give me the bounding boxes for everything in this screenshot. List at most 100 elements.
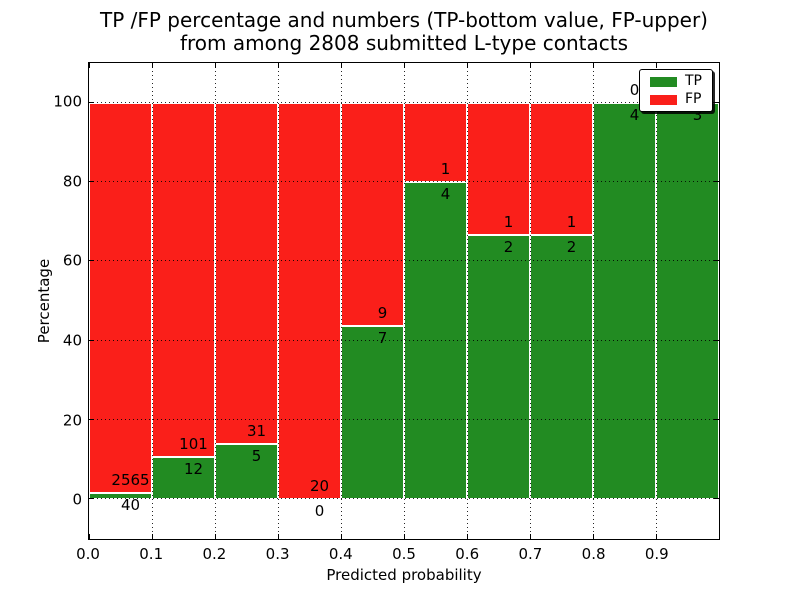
- x-tick-label: 0.6: [455, 545, 480, 563]
- gridline-vertical: [214, 63, 216, 539]
- fp-count-label: 101: [179, 435, 208, 454]
- y-tick-mark-right: [714, 339, 719, 341]
- tp-count-label: 2: [503, 237, 514, 256]
- tp-count-label: 12: [183, 460, 204, 479]
- x-tick-mark-top: [593, 63, 594, 68]
- tp-count-label: 0: [314, 502, 325, 521]
- gridline-vertical: [529, 63, 531, 539]
- x-tick-mark-top: [89, 63, 90, 68]
- legend-item-tp: TP: [650, 73, 702, 89]
- y-tick-label: 20: [62, 411, 82, 429]
- chart-title-line2: from among 2808 submitted L-type contact…: [179, 31, 629, 55]
- y-tick-label: 100: [53, 92, 82, 111]
- legend: TP FP: [639, 69, 713, 112]
- bar-segment-tp: [656, 102, 719, 500]
- bar-segment-tp: [404, 182, 467, 500]
- tp-count-label: 2: [566, 237, 577, 256]
- y-tick-mark-left: [89, 498, 94, 500]
- legend-swatch-fp-icon: [650, 94, 677, 105]
- tp-count-label: 7: [377, 328, 388, 347]
- tp-count-label: 40: [120, 496, 141, 515]
- tp-count-label: 3: [692, 105, 703, 124]
- x-tick-mark-bottom: [215, 534, 216, 539]
- x-tick-mark-top: [467, 63, 468, 68]
- x-tick-label: 0.8: [581, 545, 606, 563]
- x-tick-mark-bottom: [467, 534, 468, 539]
- fp-count-label: 2565: [111, 471, 150, 490]
- gridline-vertical: [151, 63, 153, 539]
- x-tick-label: 0.4: [328, 545, 353, 563]
- y-tick-label: 60: [62, 251, 82, 270]
- fp-count-label: 1: [503, 212, 514, 231]
- bar-segment-fp: [215, 102, 278, 445]
- x-tick-mark-top: [404, 63, 405, 68]
- x-tick-label: 0.3: [265, 545, 290, 563]
- y-axis-label: Percentage: [35, 258, 53, 344]
- gridline-horizontal: [89, 339, 719, 341]
- y-tick-label: 0: [72, 490, 82, 509]
- x-tick-mark-top: [152, 63, 153, 68]
- gridline-vertical: [466, 63, 468, 539]
- bar-segment-tp: [215, 444, 278, 500]
- tp-count-label: 4: [440, 185, 451, 203]
- x-tick-label: 0.5: [392, 545, 416, 563]
- y-tick-mark-right: [714, 101, 719, 103]
- fp-count-label: 9: [377, 303, 388, 322]
- gridline-horizontal: [89, 498, 719, 500]
- bar-segment-fp: [404, 102, 467, 182]
- tp-count-label: 4: [629, 105, 640, 124]
- gridline-horizontal: [89, 419, 719, 420]
- y-tick-mark-right: [714, 260, 719, 262]
- y-tick-label: 40: [62, 331, 82, 350]
- y-tick-mark-left: [89, 339, 94, 341]
- y-tick-mark-left: [89, 101, 94, 103]
- bar-segment-tp: [530, 234, 593, 500]
- x-tick-label: 0.2: [202, 545, 227, 563]
- x-tick-mark-bottom: [656, 534, 657, 539]
- gridline-horizontal: [89, 101, 719, 103]
- chart-title: TP /FP percentage and numbers (TP-bottom…: [88, 9, 720, 55]
- legend-item-fp: FP: [650, 91, 702, 107]
- x-axis-label: Predicted probability: [326, 566, 482, 584]
- bar-segment-fp: [341, 102, 404, 326]
- bar-segment-tp: [467, 234, 530, 500]
- x-tick-mark-bottom: [89, 534, 90, 539]
- legend-label-tp: TP: [685, 73, 702, 89]
- y-tick-mark-left: [89, 181, 94, 182]
- x-tick-mark-bottom: [341, 534, 342, 539]
- gridline-vertical: [340, 63, 342, 539]
- x-tick-mark-top: [656, 63, 657, 68]
- gridline-vertical: [277, 63, 279, 539]
- x-tick-mark-top: [530, 63, 531, 68]
- x-tick-label: 0.7: [518, 545, 543, 563]
- x-tick-mark-top: [341, 63, 342, 68]
- x-tick-label: 0.9: [644, 545, 669, 563]
- fp-count-label: 0: [629, 80, 640, 99]
- gridline-horizontal: [89, 181, 719, 182]
- y-tick-mark-right: [714, 419, 719, 420]
- y-tick-mark-right: [714, 181, 719, 182]
- x-tick-mark-top: [278, 63, 279, 68]
- bar-segment-fp: [530, 102, 593, 235]
- gridline-vertical: [592, 63, 594, 539]
- bar-segment-fp: [278, 102, 341, 500]
- y-tick-mark-left: [89, 419, 94, 420]
- fp-count-label: 20: [309, 477, 330, 496]
- bar-segment-tp: [593, 102, 656, 500]
- fp-count-label: 1: [440, 160, 451, 178]
- gridline-vertical: [655, 63, 657, 539]
- x-tick-mark-bottom: [404, 534, 405, 539]
- legend-label-fp: FP: [685, 91, 702, 107]
- fp-count-label: 1: [566, 212, 577, 231]
- x-tick-mark-bottom: [530, 534, 531, 539]
- x-tick-label: 0.0: [76, 545, 100, 563]
- x-tick-mark-bottom: [278, 534, 279, 539]
- bar-segment-fp: [467, 102, 530, 235]
- gridline-horizontal: [89, 260, 719, 262]
- y-tick-mark-right: [714, 498, 719, 500]
- fp-count-label: 31: [246, 422, 267, 441]
- chart-title-line1: TP /FP percentage and numbers (TP-bottom…: [100, 8, 708, 32]
- y-tick-label: 80: [62, 172, 82, 190]
